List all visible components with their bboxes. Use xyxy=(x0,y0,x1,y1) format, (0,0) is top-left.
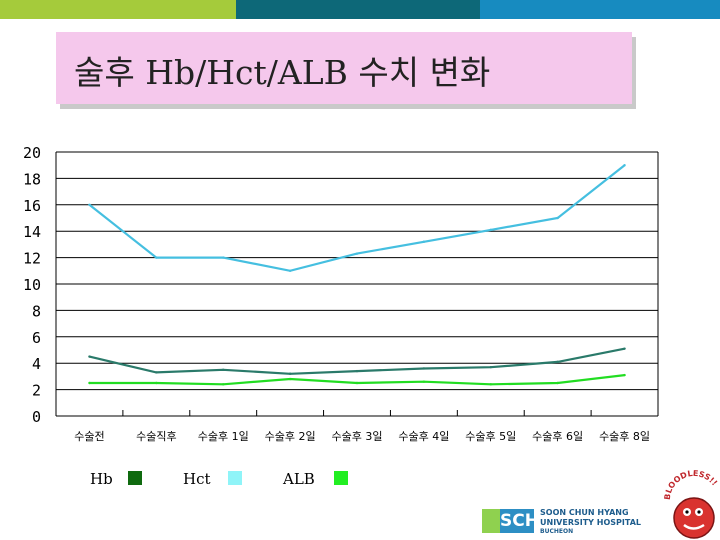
x-axis-ticks: 수술전 수술직후 수술후 1일 수술후 2일 수술후 3일 수술후 4일 수술후 5일 수술후… xyxy=(74,410,650,443)
legend-swatch-alb xyxy=(334,471,348,485)
logo-line-1: SOON CHUN HYANG xyxy=(540,508,629,517)
y-tick-label: 10 xyxy=(23,276,41,294)
title-box: 술후 Hb/Hct/ALB 수치 변화 xyxy=(56,32,632,104)
legend-swatch-hct xyxy=(228,471,242,485)
data-point-hct xyxy=(623,164,626,167)
chart-series xyxy=(88,164,626,386)
data-point-hb xyxy=(288,372,292,375)
logo-line-2: UNIVERSITY HOSPITAL xyxy=(540,518,641,527)
data-point-hb xyxy=(489,365,492,369)
data-point-hct xyxy=(288,269,292,272)
y-tick-label: 0 xyxy=(32,408,41,426)
x-tick-label: 수술전 xyxy=(74,430,104,443)
top-bar-segment-green xyxy=(0,0,236,19)
svg-text:BLOODLESS!!: BLOODLESS!! xyxy=(664,470,719,500)
y-tick-label: 16 xyxy=(23,197,41,215)
y-axis-ticks: 0 2 4 6 8 10 12 14 16 18 20 xyxy=(23,144,41,426)
data-point-alb xyxy=(422,380,426,383)
x-tick-label: 수술후 5일 xyxy=(465,429,516,443)
data-point-hb xyxy=(222,368,225,371)
logo-mark: SCH xyxy=(500,509,539,533)
data-point-hct xyxy=(556,216,559,220)
top-bar-segment-teal xyxy=(236,0,480,19)
y-tick-label: 8 xyxy=(32,302,41,320)
line-chart: 0 2 4 6 8 10 12 14 16 18 20 수술전 수술직후 수술후 1일 수술후 2일 수술후… xyxy=(23,144,659,443)
x-tick-label: 수술직후 xyxy=(136,430,176,443)
data-point-hb xyxy=(422,367,426,370)
logo-line-3: BUCHEON xyxy=(540,528,574,535)
y-tick-label: 14 xyxy=(23,223,41,241)
data-point-hct xyxy=(88,203,91,206)
data-point-hct xyxy=(155,256,158,259)
legend-label-hct: Hct xyxy=(183,470,211,488)
x-tick-label: 수술후 3일 xyxy=(332,429,383,443)
y-tick-label: 6 xyxy=(32,329,41,347)
data-point-alb xyxy=(222,383,225,386)
data-point-alb xyxy=(556,381,559,385)
data-point-alb xyxy=(355,381,359,385)
legend-label-alb: ALB xyxy=(283,470,315,488)
data-point-hb xyxy=(155,371,158,374)
data-point-hct xyxy=(222,256,225,259)
x-tick-label: 수술후 4일 xyxy=(398,429,449,443)
page-title: 술후 Hb/Hct/ALB 수치 변화 xyxy=(74,53,491,92)
data-point-alb xyxy=(88,381,91,385)
legend-swatch-hb xyxy=(128,471,142,485)
data-point-hct xyxy=(489,228,492,232)
x-tick-label: 수술후 6일 xyxy=(532,429,583,443)
data-point-hct xyxy=(422,240,426,243)
mascot-text: BLOODLESS!! xyxy=(664,470,719,500)
data-point-alb xyxy=(623,373,626,377)
hospital-logo: SCH SOON CHUN HYANG UNIVERSITY HOSPITAL … xyxy=(482,506,662,536)
y-tick-label: 4 xyxy=(32,355,41,373)
data-point-hb xyxy=(556,360,559,364)
x-tick-label: 수술후 2일 xyxy=(265,429,316,443)
bloodless-mascot-icon: BLOODLESS!! xyxy=(664,470,719,539)
data-point-hb xyxy=(355,369,359,373)
data-point-hb xyxy=(623,347,626,350)
data-point-alb xyxy=(288,377,292,381)
top-color-bar xyxy=(0,0,720,19)
x-tick-label: 수술후 1일 xyxy=(198,429,249,443)
chart-grid xyxy=(55,151,659,417)
data-point-hct xyxy=(355,252,359,255)
data-point-alb xyxy=(155,381,158,385)
data-point-alb xyxy=(489,383,492,386)
top-bar-segment-blue xyxy=(480,0,720,19)
data-point-hb xyxy=(88,355,91,358)
series-line-hct xyxy=(88,164,626,272)
y-tick-label: 12 xyxy=(23,250,41,268)
y-tick-label: 2 xyxy=(32,382,41,400)
y-tick-label: 18 xyxy=(23,170,41,188)
legend-label-hb: Hb xyxy=(90,470,113,488)
x-tick-label: 수술후 8일 xyxy=(599,429,650,443)
y-tick-label: 20 xyxy=(23,144,41,162)
